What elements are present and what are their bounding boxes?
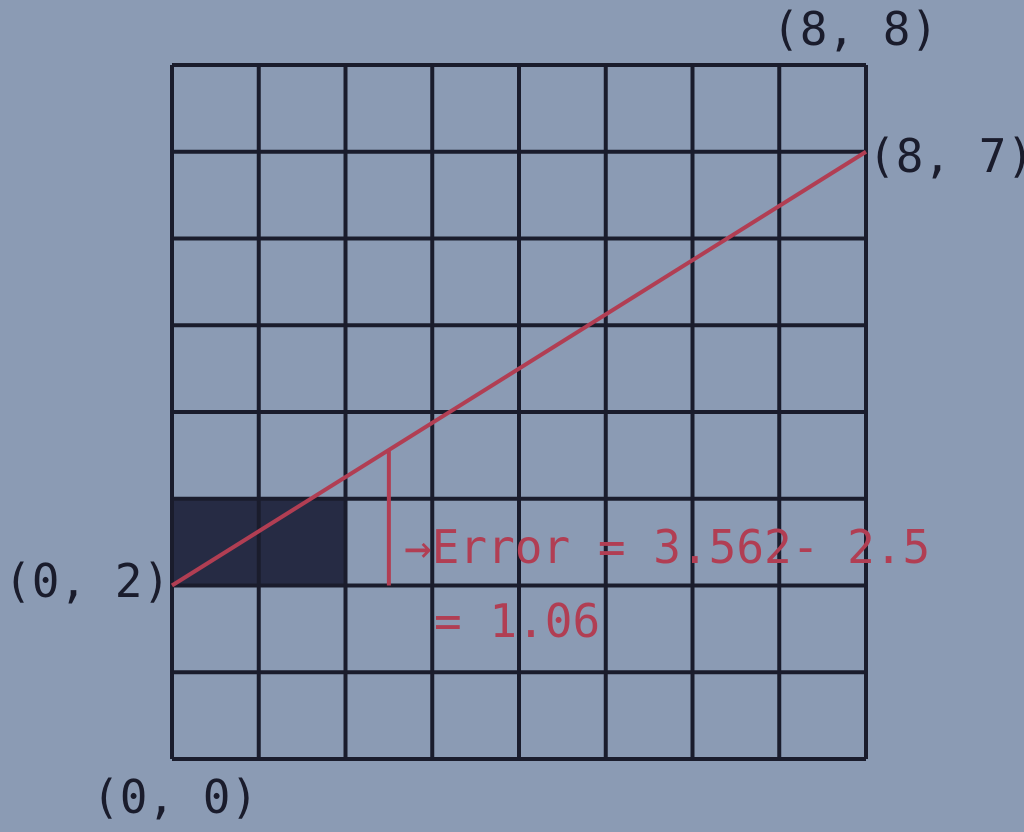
red-line-segment (170, 150, 868, 588)
label-top-right: (8, 8) (772, 2, 938, 56)
filled-cell (172, 498, 259, 586)
error-text-line1: →Error = 3.562- 2.5 (404, 520, 930, 574)
label-line-end: (8, 7) (868, 129, 1024, 183)
error-text-line2: = 1.06 (434, 594, 600, 648)
grid-lines (170, 63, 868, 761)
label-line-start: (0, 2) (4, 554, 170, 608)
filled-cell (258, 498, 346, 586)
label-origin: (0, 0) (92, 770, 258, 824)
red-line-layer (170, 150, 868, 588)
